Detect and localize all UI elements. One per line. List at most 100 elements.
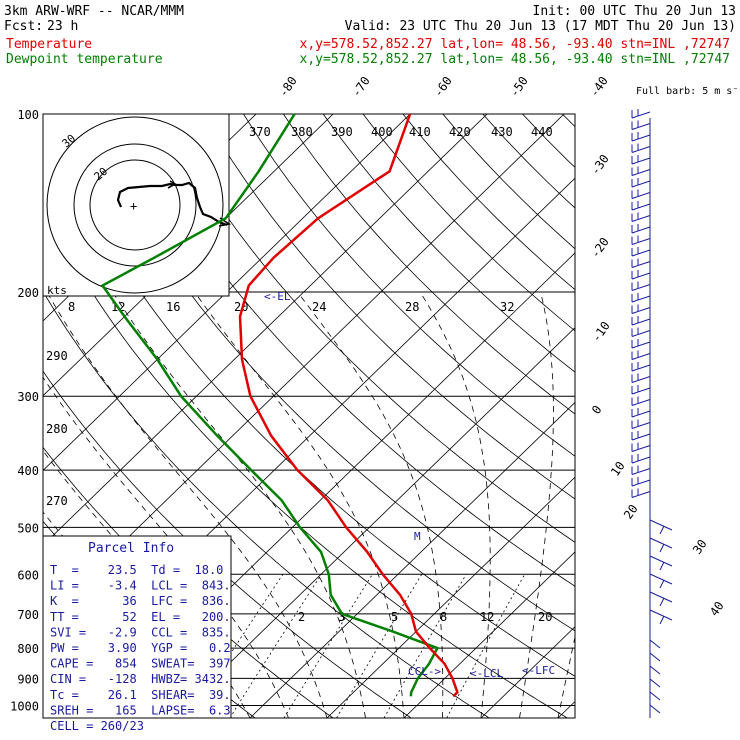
- el-marker: <-EL: [264, 290, 291, 303]
- hodograph-trace: [116, 181, 228, 227]
- mixing-ratio-label: 20: [538, 610, 552, 624]
- isotherm-label: 40: [707, 599, 727, 619]
- isotherm-line: [0, 114, 25, 718]
- parcel-info-row: LI = -3.4 LCL = 843.: [50, 579, 231, 593]
- wind-barb-shaft: [631, 468, 651, 475]
- isotherm-label: -60: [431, 74, 455, 100]
- init-time: Init: 00 UTC Thu 20 Jun 13: [533, 4, 737, 19]
- wind-barb-shaft: [631, 364, 651, 372]
- mixing-ratio-label: 5: [391, 610, 398, 624]
- wind-barb-shaft: [631, 215, 651, 222]
- wind-barb-shaft: [631, 387, 651, 395]
- dry-adiabat-line: [562, 114, 575, 128]
- wind-barb-shaft: [631, 111, 651, 119]
- wind-barb-shaft: [631, 491, 651, 498]
- hodograph-speed-label: 8: [68, 300, 75, 314]
- hodograph-speed-label: 32: [500, 300, 514, 314]
- wind-barb-shaft: [649, 573, 673, 585]
- forecast-label: Fcst:: [4, 19, 43, 34]
- mixing-ratio-line: [383, 574, 467, 718]
- pressure-tick-label: 500: [17, 521, 39, 535]
- wind-barb-shaft: [631, 330, 651, 337]
- mixing-ratio-label: 2: [298, 610, 305, 624]
- isotherm-label: -10: [589, 319, 613, 345]
- hodograph-kts-label: kts: [47, 284, 67, 297]
- moist-adiabat-line: [419, 291, 491, 718]
- forecast-hour: 23 h: [47, 19, 78, 34]
- dry-adiabat-line: [243, 114, 575, 457]
- wind-barb-shaft: [631, 341, 651, 349]
- theta-label: 380: [291, 125, 313, 139]
- wind-barb-shaft: [649, 555, 673, 567]
- mixing-ratio-line: [283, 574, 373, 718]
- dry-adiabat-line: [43, 114, 575, 677]
- moist-adiabat-line: [112, 291, 366, 718]
- wind-barb-shaft: [631, 433, 651, 441]
- mixing-ratio-line: [446, 574, 526, 718]
- dewpoint-curve: [100, 113, 440, 697]
- dry-adiabat-line: [163, 114, 575, 543]
- isotherm-label: 0: [589, 403, 605, 417]
- theta-label: 370: [249, 125, 271, 139]
- wind-barb-shaft: [631, 422, 651, 429]
- theta-label: 420: [449, 125, 471, 139]
- mixing-ratio-line: [188, 574, 284, 718]
- hodograph-speed-label: 16: [166, 300, 180, 314]
- parcel-info-row: SREH = 165 LAPSE= 6.3: [50, 703, 231, 717]
- valid-time: Valid: 23 UTC Thu 20 Jun 13 (17 MDT Thu …: [345, 19, 736, 34]
- isotherm-line: [403, 551, 575, 718]
- dry-adiabat-line: [602, 114, 740, 718]
- mixing-ratio-label: 12: [480, 610, 494, 624]
- isotherm-label: -70: [349, 74, 373, 100]
- wind-barb-flag: [659, 561, 665, 571]
- lcl-marker: <-LCL: [470, 667, 503, 680]
- parcel-info-row: CELL = 260/23: [50, 719, 144, 733]
- pressure-tick-label: 200: [17, 286, 39, 300]
- wind-barb-legend: Full barb: 5 m s⁻¹: [636, 86, 740, 97]
- dry-adiabat-line: [123, 114, 575, 587]
- parcel-info-row: T = 23.5 Td = 18.0: [50, 563, 223, 577]
- hodograph-speed-label: 24: [312, 300, 326, 314]
- pressure-tick-label: 100: [17, 108, 39, 122]
- wind-barb-shaft: [649, 678, 661, 688]
- moist-adiabat-line: [297, 291, 444, 718]
- mixing-ratio-line: [229, 574, 322, 718]
- dry-adiabat-line: [522, 114, 575, 168]
- pressure-tick-label: 600: [17, 568, 39, 582]
- pressure-tick-label: 900: [17, 672, 39, 686]
- mixing-ratio-line: [336, 574, 423, 718]
- isotherm-line: [326, 476, 575, 718]
- hodograph: 30 20 +: [42, 113, 232, 297]
- theta-label: 430: [491, 125, 513, 139]
- parcel-info-row: TT = 52 EL = 200.: [50, 610, 231, 624]
- wind-barb-shaft: [631, 272, 651, 280]
- wind-barb-shaft: [631, 295, 651, 303]
- parcel-info-title: Parcel Info: [88, 541, 174, 556]
- wind-barb-flag: [659, 615, 665, 625]
- wind-barb-shaft: [649, 691, 661, 701]
- dry-adiabat-line: [43, 205, 568, 718]
- isotherm-line: [43, 114, 488, 546]
- isotherm-line: [249, 401, 575, 718]
- parcel-info-row: CAPE = 854 SWEAT= 397: [50, 657, 231, 671]
- isotherm-label: 10: [608, 459, 628, 479]
- parcel-info-row: SVI = -2.9 CCL = 835.: [50, 625, 231, 639]
- wind-barb-shaft: [631, 353, 651, 360]
- isotherm-label: -50: [507, 74, 531, 100]
- wind-barb-shaft: [631, 249, 651, 257]
- wind-barb-shaft: [631, 376, 651, 383]
- wind-barb-shaft: [631, 134, 651, 142]
- parcel-info-panel: Parcel Info T = 23.5 Td = 18.0 LI = -3.4 …: [42, 535, 232, 733]
- theta-label: 280: [46, 422, 68, 436]
- wind-barb-shaft: [631, 479, 651, 487]
- wind-barb-shaft: [649, 609, 673, 621]
- wind-barb-shaft: [631, 410, 651, 418]
- wind-barb-shaft: [631, 445, 651, 452]
- isotherm-label: -40: [587, 74, 611, 100]
- isotherm-line: [43, 114, 411, 471]
- wind-barb-shaft: [649, 519, 673, 531]
- pressure-tick-label: 700: [17, 608, 39, 622]
- moist-adiabat-line: [46, 291, 328, 718]
- temperature-legend: Temperature: [6, 37, 92, 52]
